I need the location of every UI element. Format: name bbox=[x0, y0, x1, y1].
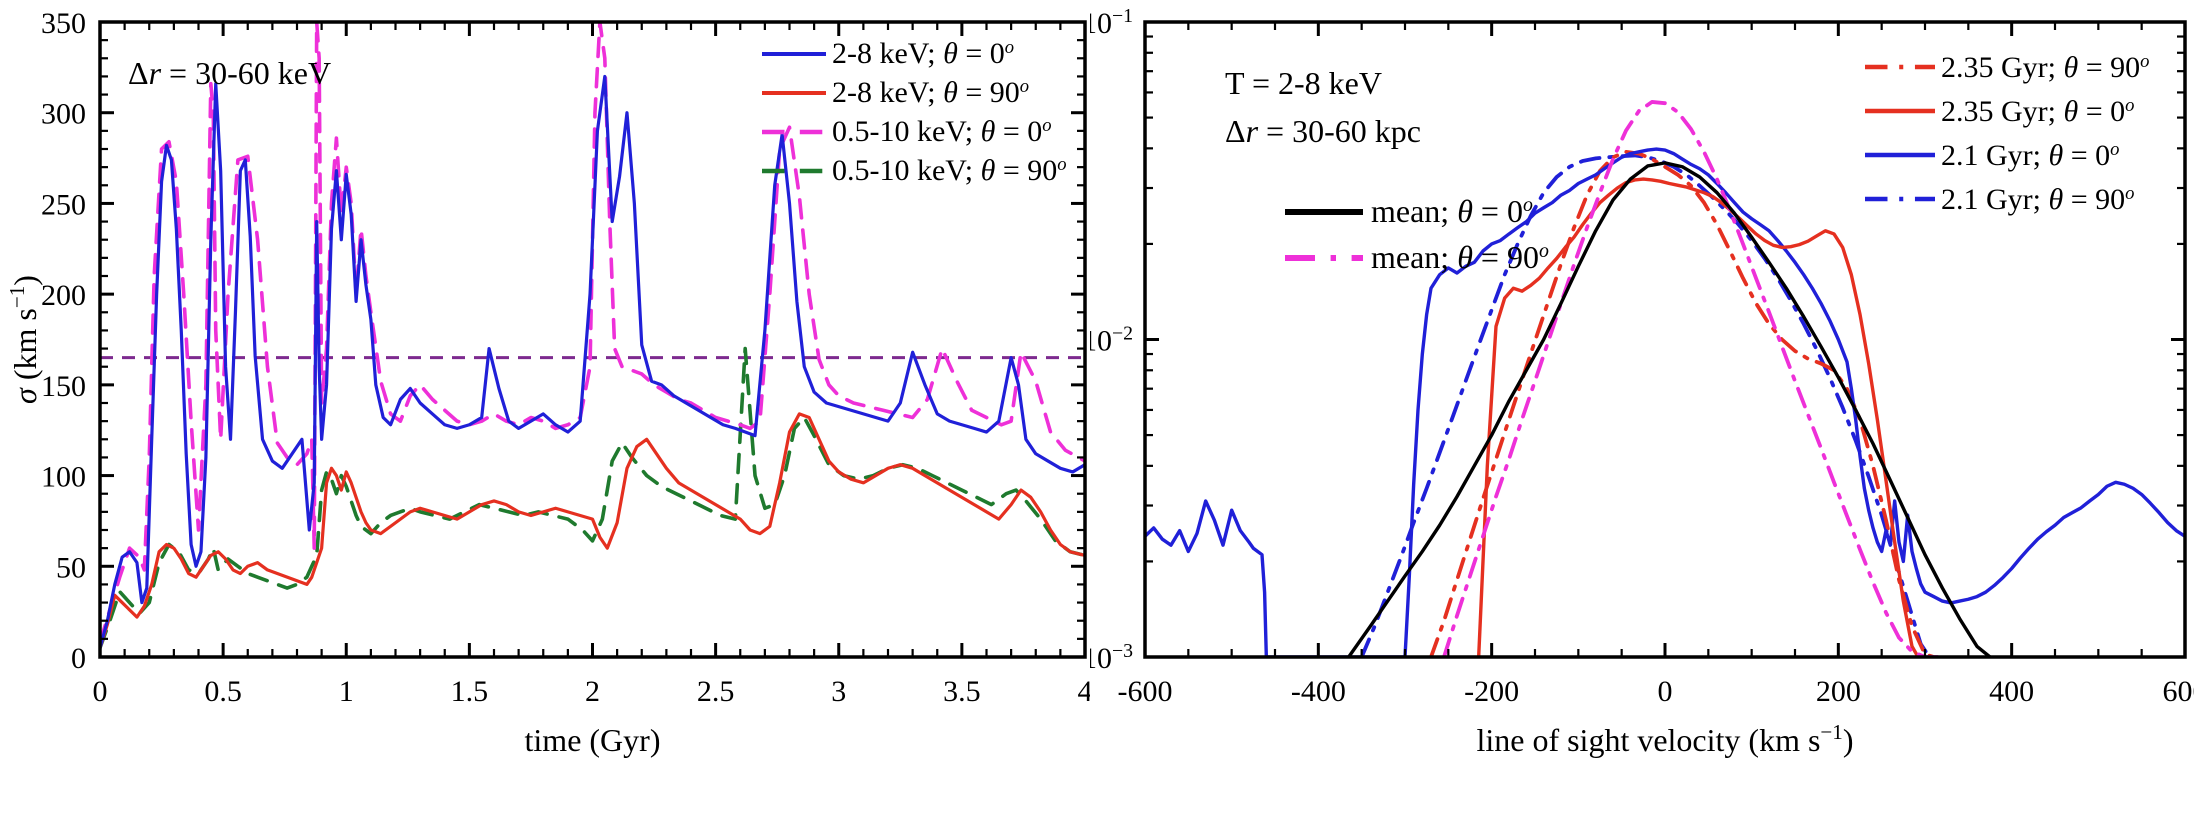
y-tick-label: 10−3 bbox=[1090, 640, 1133, 675]
series-1 bbox=[1346, 161, 1992, 657]
series-2 bbox=[100, 412, 1085, 650]
x-tick-label: 1 bbox=[339, 675, 354, 708]
right-x-axis-label: line of sight velocity (km s−1) bbox=[1476, 720, 1853, 758]
left-x-axis-label: time (Gyr) bbox=[525, 722, 661, 758]
mean-legend-label-2: mean; θ = 90o bbox=[1371, 239, 1549, 275]
y-tick-label: 350 bbox=[41, 7, 86, 40]
y-tick-label: 150 bbox=[41, 370, 86, 403]
y-tick-label: 0 bbox=[71, 642, 86, 675]
x-tick-label: 0 bbox=[93, 675, 108, 708]
series-5 bbox=[1145, 147, 2185, 657]
right-panel: -600 -400 -200 0 200 400 600 10−3 10−2 10−1 line o… bbox=[1090, 0, 2194, 820]
right-panel-chart: -600 -400 -200 0 200 400 600 10−3 10−2 10−1 line o… bbox=[1090, 5, 2194, 758]
legend-label-4: 0.5-10 keV; θ = 90o bbox=[832, 154, 1067, 188]
series-3 bbox=[1476, 177, 1920, 657]
legend-label-2: 2-8 keV; θ = 90o bbox=[832, 76, 1029, 110]
x-tick-label: 200 bbox=[1816, 675, 1861, 708]
left-y-axis-label: σ (km s−1) bbox=[5, 275, 43, 404]
left-panel: 0 0.5 1 1.5 2 2.5 3 3.5 4 0 50 100 150 200 250 300 350 ti… bbox=[0, 0, 1090, 820]
series-2 bbox=[1442, 100, 1940, 657]
left-panel-chart: 0 0.5 1 1.5 2 2.5 3 3.5 4 0 50 100 150 200 250 300 350 ti… bbox=[5, 7, 1091, 758]
x-tick-label: 0.5 bbox=[204, 675, 242, 708]
x-tick-label: 3 bbox=[831, 675, 846, 708]
x-tick-label: 2 bbox=[585, 675, 600, 708]
time-legend-label-4: 2.1 Gyr; θ = 90o bbox=[1941, 183, 2134, 217]
x-tick-label: 1.5 bbox=[451, 675, 489, 708]
series-1 bbox=[100, 74, 1085, 650]
x-tick-label: 400 bbox=[1989, 675, 2034, 708]
x-tick-label: -600 bbox=[1118, 675, 1173, 708]
legend-label-1: 2-8 keV; θ = 0o bbox=[832, 37, 1014, 71]
x-tick-label: -200 bbox=[1464, 675, 1519, 708]
x-tick-label: 4 bbox=[1078, 675, 1091, 708]
x-tick-label: 2.5 bbox=[697, 675, 735, 708]
legend-label-3: 0.5-10 keV; θ = 0o bbox=[832, 115, 1052, 149]
y-tick-label: 250 bbox=[41, 188, 86, 221]
y-tick-label: 50 bbox=[56, 551, 86, 584]
right-panel-annotation-line1: T = 2-8 keV bbox=[1225, 65, 1382, 101]
series-4 bbox=[100, 346, 1085, 650]
right-panel-annotation-line2: Δr = 30-60 kpc bbox=[1225, 113, 1421, 149]
y-tick-label: 200 bbox=[41, 279, 86, 312]
left-panel-annotation: Δr = 30-60 keV bbox=[128, 55, 331, 91]
x-tick-label: 3.5 bbox=[943, 675, 981, 708]
y-tick-label: 100 bbox=[41, 461, 86, 494]
series-6 bbox=[1359, 153, 1932, 657]
time-legend-label-1: 2.35 Gyr; θ = 90o bbox=[1941, 51, 2149, 85]
mean-legend-label-1: mean; θ = 0o bbox=[1371, 193, 1533, 229]
x-tick-label: 600 bbox=[2163, 675, 2194, 708]
series-3 bbox=[100, 22, 1085, 645]
x-tick-label: -400 bbox=[1291, 675, 1346, 708]
x-tick-label: 0 bbox=[1658, 675, 1673, 708]
time-legend-label-3: 2.1 Gyr; θ = 0o bbox=[1941, 139, 2119, 173]
time-legend-label-2: 2.35 Gyr; θ = 0o bbox=[1941, 95, 2134, 129]
y-tick-label: 10−1 bbox=[1090, 5, 1133, 40]
y-tick-label: 300 bbox=[41, 98, 86, 131]
y-tick-label: 10−2 bbox=[1090, 323, 1133, 358]
